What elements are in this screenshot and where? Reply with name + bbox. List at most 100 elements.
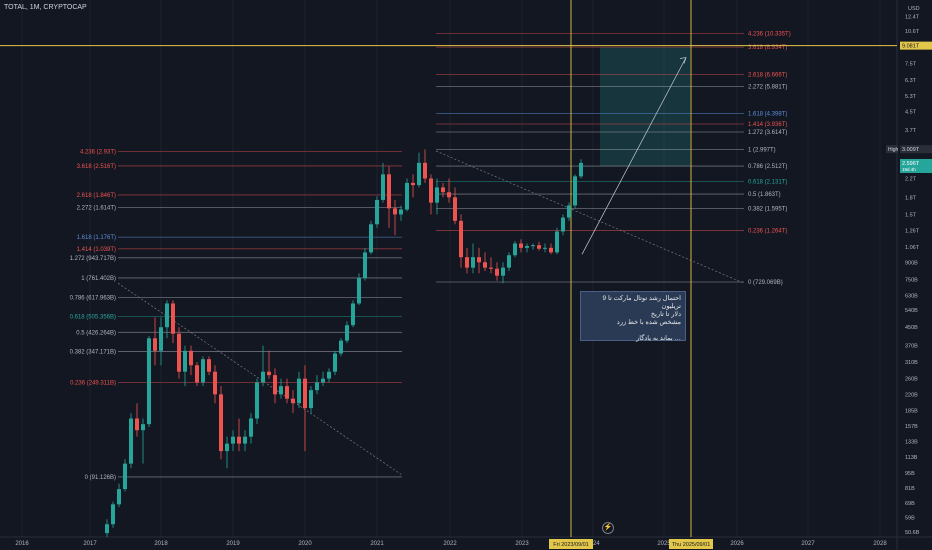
fib-label-left: 0.5 (426.264B) <box>76 330 116 336</box>
lightning-icon[interactable]: ⚡ <box>602 522 614 534</box>
candle-body <box>543 247 547 249</box>
fib-label-right: 0.5 (1.863T) <box>748 192 781 198</box>
candle-body <box>141 424 145 431</box>
y-tick-label: 310B <box>905 360 918 366</box>
candle-body <box>231 436 235 444</box>
candle-body <box>549 247 553 253</box>
candle-body <box>129 418 133 464</box>
candle-body <box>537 245 541 249</box>
candle-body <box>561 217 565 232</box>
candle-body <box>321 378 325 383</box>
x-tick-label: 2026 <box>730 541 744 547</box>
candle-body <box>297 378 301 404</box>
candle-body <box>525 246 529 248</box>
y-tick-label: 185B <box>905 409 918 415</box>
candle-body <box>375 199 379 225</box>
candle-body <box>441 187 445 193</box>
x-tick-label: 2028 <box>873 541 887 547</box>
candle-body <box>429 178 433 203</box>
candle-body <box>333 353 337 372</box>
price-badge-last-sub: 19d 4h <box>902 167 916 172</box>
high-tag <box>886 145 898 154</box>
y-tick-label: 81B <box>905 486 915 492</box>
high-tag-text: High <box>888 147 899 153</box>
y-tick-label: 4.5T <box>905 109 917 115</box>
note-line: مشخص شده با خط زرد <box>616 319 681 326</box>
y-tick-label: 2.2T <box>905 177 917 183</box>
date-marker-2025-text: Thu 2025/09/01 <box>672 542 711 548</box>
candle-body <box>507 255 511 268</box>
x-tick-label: 2016 <box>15 541 29 547</box>
fib-label-left: 1 (761.402B) <box>81 276 116 282</box>
candle-body <box>477 257 481 263</box>
candle-body <box>147 338 151 425</box>
price-badge-target <box>900 41 932 50</box>
candle-body <box>267 371 271 376</box>
candle-body <box>219 394 223 452</box>
candle-body <box>471 257 475 268</box>
candle-body <box>369 224 373 253</box>
candle-body <box>213 371 217 395</box>
x-tick-label: 2021 <box>370 541 384 547</box>
fib-label-left: 0.618 (505.356B) <box>70 314 116 320</box>
fib-label-right: 0.786 (2.512T) <box>748 164 787 170</box>
candle-body <box>555 231 559 253</box>
candle-body <box>513 243 517 256</box>
candle-body <box>423 162 427 179</box>
candle-body <box>177 333 181 372</box>
candle-body <box>183 350 187 372</box>
fib-label-left: 0.382 (347.171B) <box>70 350 116 356</box>
y-tick-label: 1.06T <box>905 245 920 251</box>
y-tick-label: 370B <box>905 344 918 350</box>
fib-label-right: 0.382 (1.595T) <box>748 207 787 213</box>
candle-body <box>405 182 409 210</box>
candle-body <box>483 262 487 268</box>
candle-body <box>387 174 391 209</box>
candle-body <box>459 220 463 258</box>
price-badge-last <box>900 158 932 173</box>
fib-label-right: 2.272 (5.881T) <box>748 84 787 90</box>
y-tick-label: 540B <box>905 308 918 314</box>
price-badge-high-text: 3.009T <box>902 147 920 153</box>
candle-body <box>171 303 175 334</box>
candle-body <box>153 338 157 351</box>
y-tick-label: 95B <box>905 471 915 477</box>
candle-body <box>243 436 247 444</box>
candle-body <box>573 176 577 206</box>
candle-body <box>261 371 265 383</box>
fib-label-right: 3.618 (8.934T) <box>748 45 787 51</box>
y-tick-label: 133B <box>905 439 918 445</box>
x-tick-label: 2027 <box>801 541 815 547</box>
candle-body <box>489 267 493 269</box>
x-tick-label: 2025 <box>657 541 671 547</box>
candle-body <box>249 418 253 437</box>
price-badge-target-text: 9.081T <box>902 44 920 50</box>
y-tick-label: 69B <box>905 501 915 507</box>
candle-body <box>357 278 361 304</box>
annotation-note: احتمال رشد توتال مارکت تا 9 تریلیون دلار… <box>580 291 686 342</box>
note-line: احتمال رشد توتال مارکت تا 9 تریلیون <box>602 295 681 310</box>
chart-title: TOTAL, 1M, CRYPTOCAP <box>4 4 87 11</box>
candle-body <box>393 208 397 215</box>
y-tick-label: 7.5T <box>905 62 917 68</box>
candle-body <box>195 365 199 383</box>
fib-label-right: 0.236 (1.264T) <box>748 228 787 234</box>
y-tick-label: 59B <box>905 516 915 522</box>
fib-label-right: 0 (729.069B) <box>748 280 783 286</box>
y-tick-label: 1.5T <box>905 212 917 218</box>
candle-body <box>189 350 193 366</box>
candle-body <box>579 162 583 177</box>
x-tick-label: 2020 <box>298 541 312 547</box>
candle-body <box>351 303 355 326</box>
y-tick-label: 157B <box>905 424 918 430</box>
fib-label-right: 1.272 (3.614T) <box>748 130 787 136</box>
candle-body <box>327 371 331 379</box>
x-tick-label: 2017 <box>83 541 97 547</box>
candle-body <box>237 436 241 444</box>
currency-label: USD <box>908 6 920 12</box>
price-badge-last-text: 2.596T <box>902 161 920 167</box>
candle-body <box>501 267 505 276</box>
candle-body <box>279 386 283 395</box>
